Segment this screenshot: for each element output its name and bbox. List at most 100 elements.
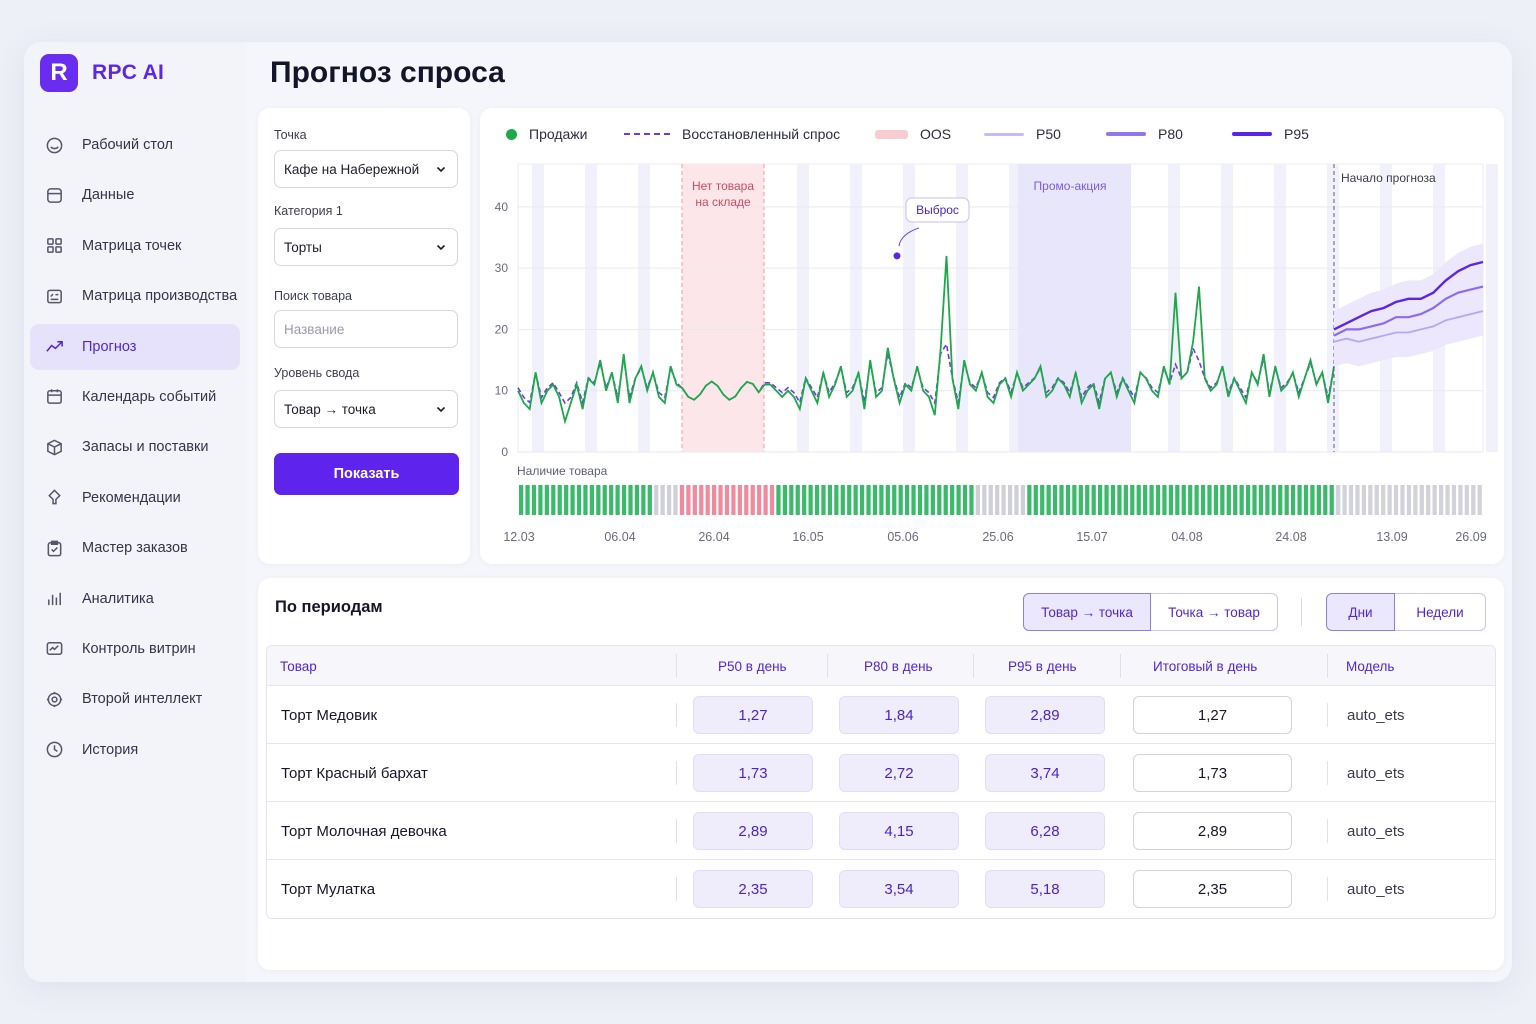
y-tick-label: 40: [495, 200, 509, 214]
stock-bar: [866, 485, 871, 515]
stock-bar: [924, 485, 929, 515]
stock-bar: [1207, 485, 1212, 515]
stock-bar: [872, 485, 878, 515]
p50-value: 1,73: [693, 754, 813, 792]
brand[interactable]: R RPC AI: [40, 54, 164, 92]
sidebar-item-forecast[interactable]: Прогноз: [30, 323, 240, 370]
stock-bar: [1162, 485, 1167, 515]
product-search-input[interactable]: Название: [274, 310, 458, 348]
stock-bar: [757, 485, 762, 515]
stock-bar: [519, 485, 524, 515]
stock-bar: [853, 485, 858, 515]
toggle-weeks[interactable]: Недели: [1395, 593, 1486, 631]
p80-value: 4,15: [839, 812, 959, 850]
col-p50[interactable]: P50 в день: [718, 658, 787, 674]
stock-bar: [950, 485, 955, 515]
stock-bar: [795, 485, 800, 515]
legend-p80[interactable]: P80: [1106, 126, 1183, 142]
stock-bar: [1117, 485, 1122, 515]
stock-label: Наличие товара: [517, 464, 608, 478]
stock-bar: [718, 485, 723, 515]
table-row[interactable]: Торт Молочная девочка 2,89 4,15 6,28 2,8…: [267, 802, 1495, 860]
oos-annotation-line2: на складе: [695, 195, 751, 209]
col-divider: [676, 877, 677, 901]
category-label: Категория 1: [274, 204, 343, 218]
stock-bar: [1400, 485, 1405, 515]
total-value-input[interactable]: 2,35: [1133, 870, 1292, 908]
sidebar-item-points-matrix[interactable]: Матрица точек: [30, 223, 240, 269]
toggle-days[interactable]: Дни: [1326, 593, 1395, 631]
legend-p95-label: P95: [1284, 126, 1309, 142]
sidebar-item-recommendations[interactable]: Рекомендации: [30, 475, 240, 521]
x-tick-label: 13.09: [1376, 530, 1407, 544]
sidebar-item-production-matrix[interactable]: Матрица производства: [30, 273, 240, 319]
legend-restored-swatch: [624, 133, 670, 135]
stock-bar: [570, 485, 575, 515]
forecast-p50-line: [1333, 310, 1484, 343]
sidebar-item-data[interactable]: Данные: [30, 172, 240, 218]
level-select[interactable]: Товар → точка: [274, 390, 458, 428]
point-select[interactable]: Кафе на Набережной: [274, 150, 458, 188]
total-value-input[interactable]: 2,89: [1133, 812, 1292, 850]
stock-bar: [647, 485, 652, 515]
table-row[interactable]: Торт Красный бархат 1,73 2,72 3,74 1,73 …: [267, 744, 1495, 802]
sidebar-item-label: Контроль витрин: [82, 640, 196, 657]
total-value-input[interactable]: 1,73: [1133, 754, 1292, 792]
sidebar-item-second-intelligence[interactable]: Второй интеллект: [30, 676, 240, 722]
legend-sales[interactable]: Продажи: [504, 126, 587, 142]
col-total[interactable]: Итоговый в день: [1153, 658, 1258, 674]
stock-bar: [1149, 485, 1154, 515]
legend-sales-label: Продажи: [529, 126, 588, 142]
stock-bar: [905, 485, 910, 515]
search-placeholder: Название: [284, 321, 345, 337]
p95-value: 5,18: [985, 870, 1105, 908]
legend-p50[interactable]: P50: [984, 126, 1061, 142]
stock-bar: [802, 485, 807, 515]
sidebar-item-dashboard[interactable]: Рабочий стол: [30, 122, 240, 168]
point-select-value: Кафе на Набережной: [284, 161, 420, 177]
stock-bar: [628, 485, 633, 515]
stock-bar: [1336, 485, 1341, 515]
show-button[interactable]: Показать: [274, 453, 459, 495]
sidebar-item-events-calendar[interactable]: Календарь событий: [30, 374, 240, 420]
p95-value: 3,74: [985, 754, 1105, 792]
stock-bar: [1426, 485, 1431, 515]
legend-oos[interactable]: OOS: [875, 126, 951, 142]
col-p80[interactable]: P80 в день: [864, 658, 933, 674]
table-row[interactable]: Торт Медовик 1,27 1,84 2,89 1,27 auto_et…: [267, 686, 1495, 744]
sidebar-item-analytics[interactable]: Аналитика: [30, 576, 240, 622]
toggle-product-point[interactable]: Товар → точка: [1023, 593, 1151, 631]
total-value-input[interactable]: 1,27: [1133, 696, 1292, 734]
stock-bar: [1104, 485, 1109, 515]
legend-restored[interactable]: Восстановленный спрос: [624, 126, 840, 142]
sidebar-item-showcase-control[interactable]: Контроль витрин: [30, 626, 240, 672]
filters-panel: Точка Кафе на Набережной Категория 1 Тор…: [258, 108, 470, 564]
col-product[interactable]: Товар: [280, 658, 317, 674]
sidebar-item-label: Прогноз: [82, 338, 137, 355]
stock-bar: [1252, 485, 1257, 515]
stock-bar: [1271, 485, 1276, 515]
stock-bar: [1143, 485, 1148, 515]
category-select[interactable]: Торты: [274, 228, 458, 266]
sidebar-item-stock[interactable]: Запасы и поставки: [30, 424, 240, 470]
col-p95[interactable]: P95 в день: [1008, 658, 1077, 674]
stock-bar: [750, 485, 755, 515]
sidebar-item-order-master[interactable]: Мастер заказов: [30, 525, 240, 571]
col-model[interactable]: Модель: [1346, 658, 1395, 674]
col-divider: [1327, 703, 1328, 727]
sales-line: [517, 255, 1335, 425]
table-row[interactable]: Торт Мулатка 2,35 3,54 5,18 2,35 auto_et…: [267, 860, 1495, 918]
stock-bar: [879, 485, 884, 515]
stock-bar: [937, 485, 942, 515]
stock-bar: [1098, 485, 1103, 515]
x-tick-label: 15.07: [1076, 530, 1107, 544]
toggle-point-product[interactable]: Точка → товар: [1151, 593, 1278, 631]
sidebar-item-history[interactable]: История: [30, 727, 240, 773]
level-label: Уровень свода: [274, 366, 360, 380]
clipboard-icon: [44, 538, 64, 558]
stock-bar: [769, 485, 775, 515]
stock-bar: [1316, 485, 1321, 515]
legend-p95[interactable]: P95: [1232, 126, 1309, 142]
stock-bar: [1471, 485, 1476, 515]
stock-bar: [744, 485, 749, 515]
